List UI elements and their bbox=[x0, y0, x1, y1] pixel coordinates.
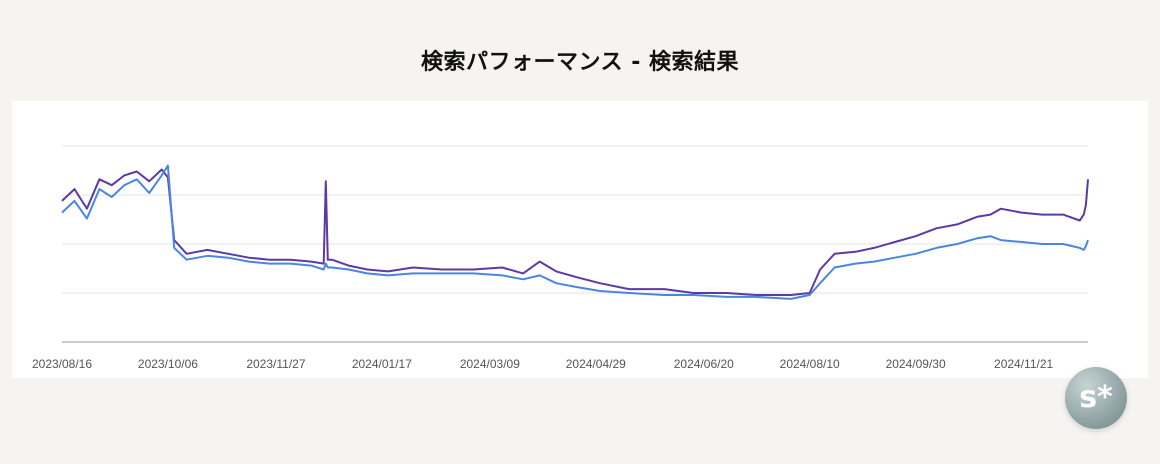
x-tick-label: 2023/11/27 bbox=[246, 357, 305, 371]
x-tick-label: 2023/10/06 bbox=[138, 357, 198, 371]
x-tick-label: 2024/09/30 bbox=[886, 357, 946, 371]
x-tick-label: 2024/01/17 bbox=[352, 357, 412, 371]
site-logo-badge[interactable]: s* bbox=[1065, 367, 1127, 429]
x-tick-label: 2024/04/29 bbox=[566, 357, 626, 371]
series-line-2 bbox=[61, 164, 1089, 300]
x-tick-label: 2024/06/20 bbox=[674, 357, 734, 371]
x-tick-label: 2024/03/09 bbox=[460, 357, 520, 371]
line-chart: 2023/08/16 2023/10/06 2023/11/27 2024/01/17… bbox=[32, 145, 1089, 371]
chart-panel: 2023/08/16 2023/10/06 2023/11/27 2024/01/17… bbox=[12, 101, 1148, 378]
chart-title: 検索パフォーマンス - 検索結果 bbox=[420, 50, 739, 75]
x-tick-label: 2024/11/21 bbox=[994, 357, 1053, 371]
x-tick-label: 2024/08/10 bbox=[780, 357, 840, 371]
series-line-1 bbox=[61, 168, 1089, 296]
x-tick-label: 2023/08/16 bbox=[32, 357, 92, 371]
